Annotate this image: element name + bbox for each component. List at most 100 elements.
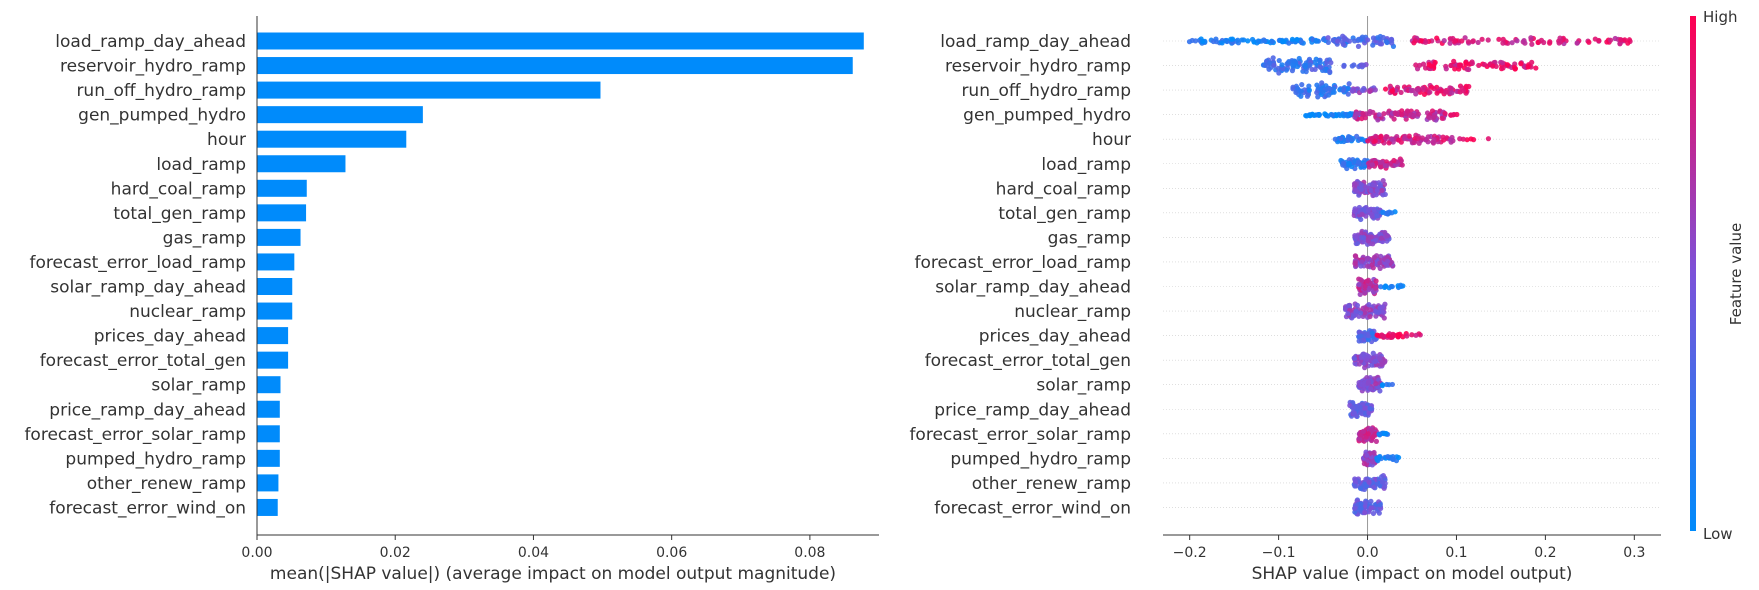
beeswarm-point <box>1369 459 1376 465</box>
beeswarm-point <box>1367 307 1373 313</box>
beeswarm-point <box>1389 381 1395 388</box>
beeswarm-point <box>1500 65 1506 71</box>
beeswarm-point <box>1384 210 1391 216</box>
beeswarm-point <box>1374 332 1380 338</box>
beeswarm-point <box>1369 330 1375 336</box>
beeswarm-point <box>1372 87 1378 93</box>
beeswarm-point <box>1518 61 1524 67</box>
beeswarm-point <box>1382 86 1389 92</box>
bar-feature-label: load_ramp <box>156 155 246 175</box>
beeswarm-point <box>1431 136 1437 142</box>
beeswarm-point <box>1398 158 1404 164</box>
beeswarm-point <box>1385 332 1391 339</box>
beeswarm-point <box>1370 42 1376 48</box>
bar-x-tick-label: 0.06 <box>656 545 687 561</box>
beeswarm-point <box>1365 255 1371 261</box>
beeswarm-point <box>1369 427 1375 433</box>
beeswarm-point <box>1329 112 1335 118</box>
beeswarm-point <box>1255 38 1261 44</box>
beeswarm-point <box>1406 133 1412 139</box>
bar-feature-label: reservoir_hydro_ramp <box>60 57 246 77</box>
beeswarm-point <box>1314 89 1320 96</box>
beeswarm-point <box>1521 37 1527 44</box>
beeswarm-point <box>1262 38 1268 44</box>
beeswarm-point <box>1447 137 1454 143</box>
beeswarm-point <box>1331 89 1337 95</box>
beeswarm-point <box>1449 90 1455 96</box>
beeswarm-point <box>1339 39 1345 45</box>
beeswarm-point <box>1358 277 1364 283</box>
beeswarm-point <box>1358 505 1364 511</box>
beeswarm-point <box>1618 36 1624 43</box>
beeswarm-point <box>1326 92 1332 98</box>
beeswarm-point <box>1366 302 1372 308</box>
bar-feature-label: load_ramp_day_ahead <box>55 32 246 52</box>
beeswarm-point <box>1352 509 1358 515</box>
beeswarm-point <box>1352 208 1358 214</box>
beeswarm-point <box>1378 361 1385 368</box>
beeswarm-point <box>1441 38 1447 44</box>
bar <box>257 106 423 124</box>
beeswarm-point <box>1399 162 1405 168</box>
beeswarm-point <box>1373 313 1379 319</box>
beeswarm-point <box>1499 60 1506 66</box>
beeswarm-point <box>1413 62 1419 68</box>
beeswarm-point <box>1399 108 1405 114</box>
beeswarm-point <box>1370 510 1377 517</box>
beeswarm-point <box>1411 139 1417 146</box>
bar <box>257 253 295 271</box>
beeswarm-point <box>1369 213 1375 220</box>
beeswarm-point <box>1379 187 1385 193</box>
bar <box>257 204 307 222</box>
beeswarm-x-axis-label: SHAP value (impact on model output) <box>1252 564 1573 584</box>
beeswarm-point <box>1276 57 1282 64</box>
beeswarm-point <box>1398 89 1404 96</box>
beeswarm-point <box>1322 111 1328 117</box>
bar <box>257 155 346 173</box>
beeswarm-point <box>1479 36 1485 42</box>
beeswarm-point <box>1289 68 1296 74</box>
beeswarm-point <box>1351 355 1358 362</box>
beeswarm-point <box>1350 313 1356 319</box>
beeswarm-point <box>1367 108 1373 115</box>
beeswarm-point <box>1375 117 1381 123</box>
beeswarm-point <box>1556 40 1562 46</box>
beeswarm-point <box>1365 431 1371 437</box>
beeswarm-point <box>1481 62 1488 68</box>
beeswarm-point <box>1390 331 1396 337</box>
beeswarm-point <box>1352 260 1358 267</box>
beeswarm-point <box>1389 210 1395 216</box>
beeswarm-point <box>1361 461 1367 467</box>
beeswarm-row-gridlines <box>1163 40 1661 508</box>
beeswarm-point <box>1434 35 1440 41</box>
beeswarm-point <box>1464 66 1470 72</box>
bar <box>257 425 280 443</box>
beeswarm-point <box>1291 58 1297 64</box>
beeswarm-point <box>1355 43 1362 49</box>
bar <box>257 400 280 418</box>
beeswarm-point <box>1443 89 1449 95</box>
beeswarm-point <box>1360 110 1366 117</box>
beeswarm-point <box>1448 112 1454 118</box>
bar <box>257 81 601 99</box>
bar-x-tick-label: 0.08 <box>794 545 825 561</box>
bar-feature-label: forecast_error_load_ramp <box>30 253 247 273</box>
beeswarm-point <box>1368 498 1374 504</box>
beeswarm-point <box>1390 456 1396 462</box>
beeswarm-x-tick-label: 0.0 <box>1356 545 1378 561</box>
beeswarm-point <box>1384 233 1391 239</box>
beeswarm-point <box>1367 88 1373 95</box>
beeswarm-point <box>1306 87 1312 93</box>
beeswarm-point <box>1413 91 1419 97</box>
beeswarm-point <box>1468 136 1474 142</box>
bar-x-ticks: 0.00 0.02 0.04 0.06 0.08 <box>241 535 825 561</box>
beeswarm-point <box>1296 55 1302 62</box>
bar <box>257 351 289 369</box>
beeswarm-point <box>1396 137 1402 143</box>
beeswarm-point <box>1451 58 1457 64</box>
beeswarm-point <box>1327 68 1333 75</box>
bar <box>257 302 293 320</box>
beeswarm-x-tick-label: 0.2 <box>1534 545 1556 561</box>
beeswarm-point <box>1476 62 1482 69</box>
beeswarm-point <box>1525 64 1531 70</box>
